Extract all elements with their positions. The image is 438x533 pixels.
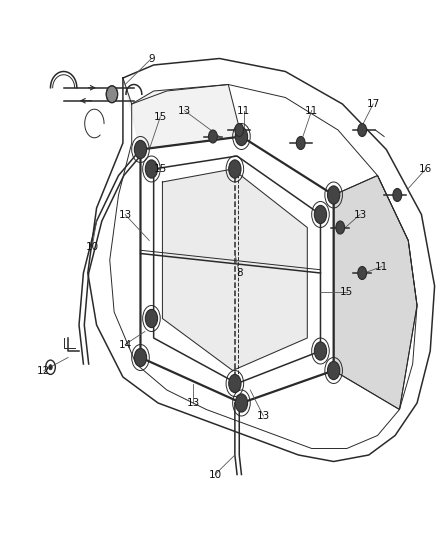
- Circle shape: [327, 186, 339, 204]
- Text: 15: 15: [153, 112, 166, 122]
- Text: 11: 11: [237, 106, 250, 116]
- Polygon shape: [123, 78, 241, 149]
- Circle shape: [357, 124, 366, 136]
- Circle shape: [235, 127, 247, 146]
- Circle shape: [314, 342, 326, 360]
- Text: 10: 10: [208, 470, 221, 480]
- Text: 9: 9: [148, 53, 155, 63]
- Circle shape: [357, 266, 366, 279]
- Text: 15: 15: [153, 164, 166, 174]
- Circle shape: [134, 349, 146, 367]
- Circle shape: [335, 221, 344, 234]
- Circle shape: [235, 394, 247, 412]
- Text: 13: 13: [256, 411, 269, 421]
- Text: 14: 14: [118, 340, 131, 350]
- Text: 10: 10: [85, 242, 99, 252]
- Circle shape: [228, 160, 240, 178]
- Text: 11: 11: [374, 262, 388, 271]
- Text: 8: 8: [235, 268, 242, 278]
- Circle shape: [234, 124, 243, 136]
- Text: 16: 16: [418, 164, 431, 174]
- Circle shape: [106, 86, 117, 103]
- Circle shape: [49, 365, 52, 370]
- Text: 15: 15: [339, 287, 353, 297]
- Text: 12: 12: [37, 366, 50, 376]
- Text: 13: 13: [353, 209, 366, 220]
- Circle shape: [392, 189, 401, 201]
- Circle shape: [327, 361, 339, 379]
- Text: 17: 17: [366, 99, 379, 109]
- Polygon shape: [333, 175, 416, 409]
- Circle shape: [134, 140, 146, 159]
- Text: 13: 13: [177, 106, 191, 116]
- Text: 11: 11: [304, 106, 318, 116]
- Text: 13: 13: [186, 398, 199, 408]
- Circle shape: [145, 309, 157, 328]
- Circle shape: [228, 374, 240, 393]
- Circle shape: [145, 160, 157, 178]
- Circle shape: [296, 136, 304, 149]
- Text: 13: 13: [118, 209, 131, 220]
- Polygon shape: [162, 169, 307, 370]
- Circle shape: [208, 130, 217, 143]
- Circle shape: [314, 205, 326, 224]
